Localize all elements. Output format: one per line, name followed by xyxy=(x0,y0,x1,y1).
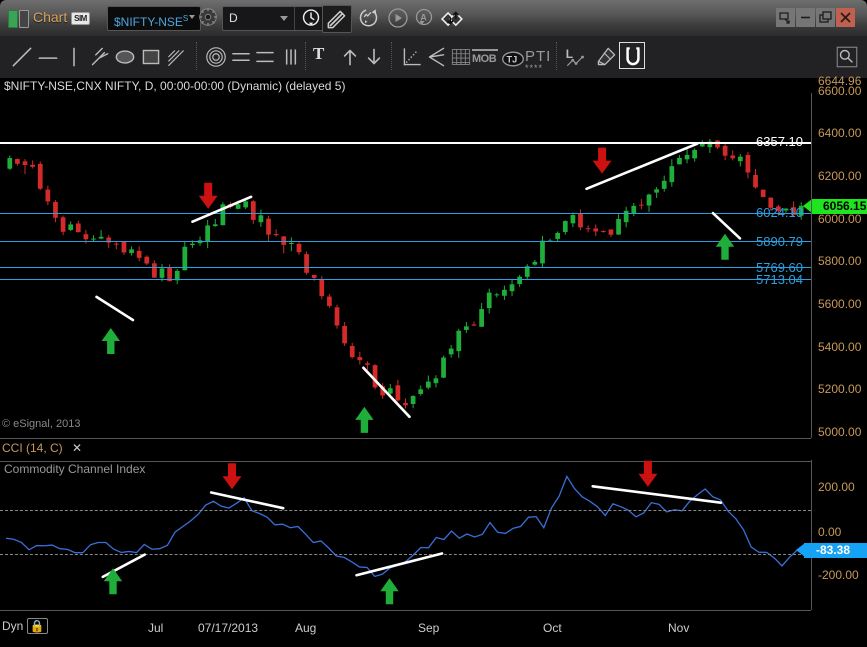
svg-text:L: L xyxy=(566,47,573,61)
svg-text:TJ: TJ xyxy=(507,54,518,64)
